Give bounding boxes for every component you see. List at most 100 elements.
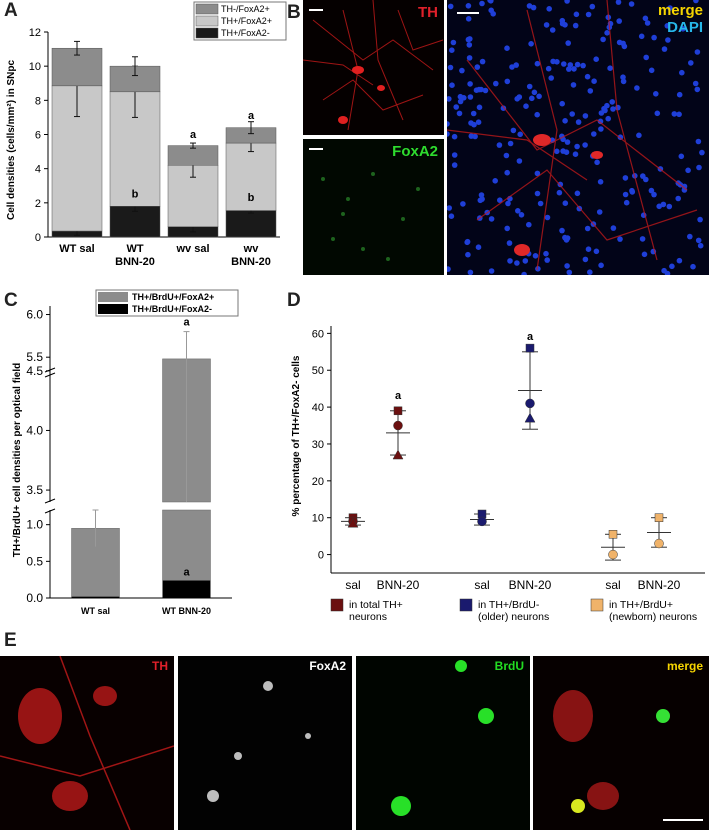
dapi-nucleus xyxy=(488,0,494,4)
dapi-nucleus xyxy=(665,37,671,43)
dapi-nucleus xyxy=(516,94,523,100)
dapi-nucleus xyxy=(535,266,541,272)
dapi-nucleus xyxy=(620,74,626,80)
dapi-nucleus xyxy=(450,39,457,46)
legend-swatch xyxy=(195,15,219,27)
dapi-nucleus xyxy=(661,267,667,274)
panel-letter-c: C xyxy=(4,290,18,311)
dapi-nucleus xyxy=(594,159,600,166)
dapi-nucleus xyxy=(616,18,622,24)
dapi-nucleus xyxy=(679,69,685,76)
data-point xyxy=(608,549,618,560)
dapi-nucleus xyxy=(678,153,685,160)
dapi-nucleus xyxy=(638,33,645,40)
dapi-nucleus xyxy=(600,36,606,43)
dapi-nucleus xyxy=(479,0,485,7)
bar-segment xyxy=(162,509,211,581)
dapi-nucleus xyxy=(504,45,510,51)
dapi-nucleus xyxy=(479,196,485,202)
dapi-nucleus xyxy=(564,263,570,269)
dapi-nucleus xyxy=(510,127,517,134)
y-tick-label: 2 xyxy=(35,198,41,210)
dapi-nucleus xyxy=(475,244,482,250)
dapi-nucleus xyxy=(617,236,623,242)
dapi-nucleus xyxy=(534,60,541,67)
dapi-nucleus xyxy=(694,49,701,55)
significance-label: a xyxy=(248,110,255,122)
axis-break xyxy=(44,508,56,514)
y-tick-label: 20 xyxy=(312,476,324,488)
significance-label: a xyxy=(395,390,402,402)
dapi-nucleus xyxy=(596,209,603,215)
dapi-nucleus xyxy=(530,4,537,11)
dapi-nucleus xyxy=(643,54,649,61)
x-tick-label: BNN-20 xyxy=(115,256,155,268)
dapi-nucleus xyxy=(582,256,589,263)
x-tick-label: BNN-20 xyxy=(509,578,552,592)
dapi-nucleus xyxy=(496,142,503,148)
dapi-nucleus xyxy=(543,22,550,28)
dapi-nucleus xyxy=(615,104,621,111)
data-point xyxy=(608,530,618,539)
legend-swatch xyxy=(195,3,219,15)
y-tick-label: 50 xyxy=(312,365,324,377)
legend-label: TH+/FoxA2- xyxy=(221,28,270,38)
dapi-nucleus xyxy=(587,269,593,275)
y-tick-label: 0.5 xyxy=(26,554,43,568)
y-tick-label: 4 xyxy=(35,164,41,176)
dapi-nucleus xyxy=(470,110,477,117)
dapi-nucleus xyxy=(687,233,693,240)
dapi-nucleus xyxy=(559,227,565,234)
e-brdu-label: BrdU xyxy=(494,659,524,673)
x-tick-label: BNN-20 xyxy=(231,256,271,268)
x-tick-label: WT sal xyxy=(81,606,110,616)
dapi-nucleus xyxy=(549,27,556,33)
dapi-nucleus xyxy=(692,80,699,87)
e-merge-label: merge xyxy=(666,659,703,673)
legend-label: in TH+/BrdU- xyxy=(478,599,540,611)
data-point xyxy=(654,513,664,522)
dapi-nucleus xyxy=(475,119,482,125)
dapi-nucleus xyxy=(688,60,694,66)
dapi-nucleus xyxy=(493,80,499,87)
dapi-nucleus xyxy=(532,253,539,259)
dapi-nucleus xyxy=(559,100,565,107)
scale-bar xyxy=(309,9,323,11)
dapi-nucleus xyxy=(566,66,572,72)
dapi-nucleus xyxy=(447,205,452,211)
dapi-nucleus xyxy=(565,40,571,46)
dapi-nucleus xyxy=(465,3,472,9)
dapi-nucleus xyxy=(669,263,675,270)
dapi-nucleus xyxy=(676,257,683,264)
dapi-nucleus xyxy=(693,0,699,4)
legend-swatch xyxy=(98,304,128,314)
dapi-nucleus xyxy=(447,131,450,137)
dapi-nucleus xyxy=(488,7,494,14)
legend-label: in TH+/BrdU+ xyxy=(609,599,673,611)
scale-bar xyxy=(663,819,703,821)
dapi-nucleus xyxy=(534,190,541,197)
micrograph-merge-dapi: merge DAPI xyxy=(447,0,709,275)
e-foxa2-graphic xyxy=(207,681,311,802)
dapi-nucleus xyxy=(640,173,646,179)
dapi-nucleus xyxy=(504,169,510,176)
significance-label: b xyxy=(132,189,139,201)
dapi-nucleus xyxy=(516,158,523,164)
dapi-nucleus xyxy=(574,61,581,68)
dapi-nucleus xyxy=(690,263,696,270)
y-tick-label: 0 xyxy=(318,550,324,562)
dapi-nucleus xyxy=(548,75,554,81)
x-tick-label: sal xyxy=(605,578,620,592)
dapi-nucleus xyxy=(507,258,513,264)
dapi-nucleus xyxy=(515,208,521,214)
dapi-nucleus xyxy=(634,85,640,91)
dapi-nucleus xyxy=(651,191,657,198)
dapi-nucleus xyxy=(676,91,683,98)
dapi-nucleus xyxy=(570,82,577,88)
dapi-nucleus xyxy=(504,225,510,232)
dapi-nucleus xyxy=(488,216,495,222)
dapi-nucleus xyxy=(639,236,646,242)
dapi-nucleus xyxy=(447,64,454,71)
dapi-nucleus xyxy=(591,78,597,84)
dapi-nucleus xyxy=(667,5,673,11)
